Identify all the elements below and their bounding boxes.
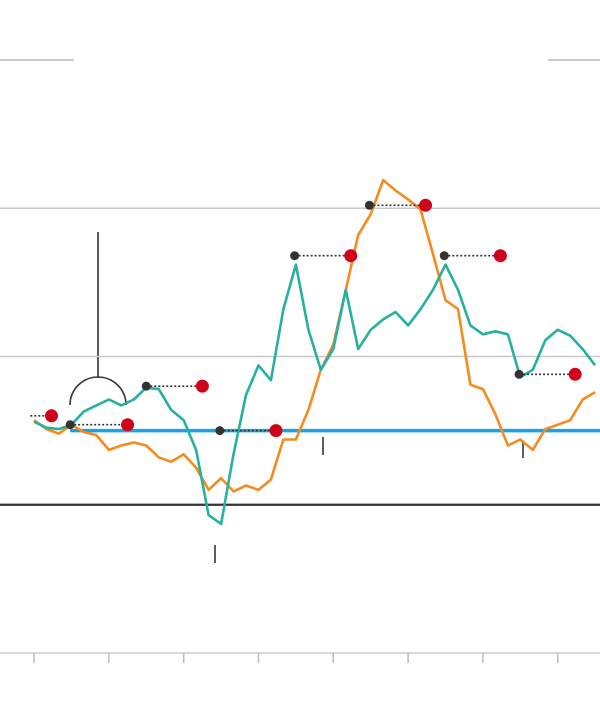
start-dot (65, 420, 75, 430)
series-line (33, 263, 597, 526)
start-dot (215, 426, 225, 436)
annotations (69, 232, 524, 563)
start-dot (364, 200, 374, 210)
start-dot (290, 251, 300, 261)
end-dot (269, 424, 283, 438)
series-line (33, 178, 596, 493)
end-dot (195, 379, 209, 393)
end-dot (493, 249, 507, 263)
annotation-arc (69, 376, 127, 406)
end-dot (344, 249, 358, 263)
end-dot (121, 418, 135, 432)
end-dot (568, 367, 582, 381)
start-dot (439, 251, 449, 261)
end-dot (419, 198, 433, 212)
start-dot (514, 369, 524, 379)
end-dot (44, 409, 58, 423)
start-dot (141, 381, 151, 391)
